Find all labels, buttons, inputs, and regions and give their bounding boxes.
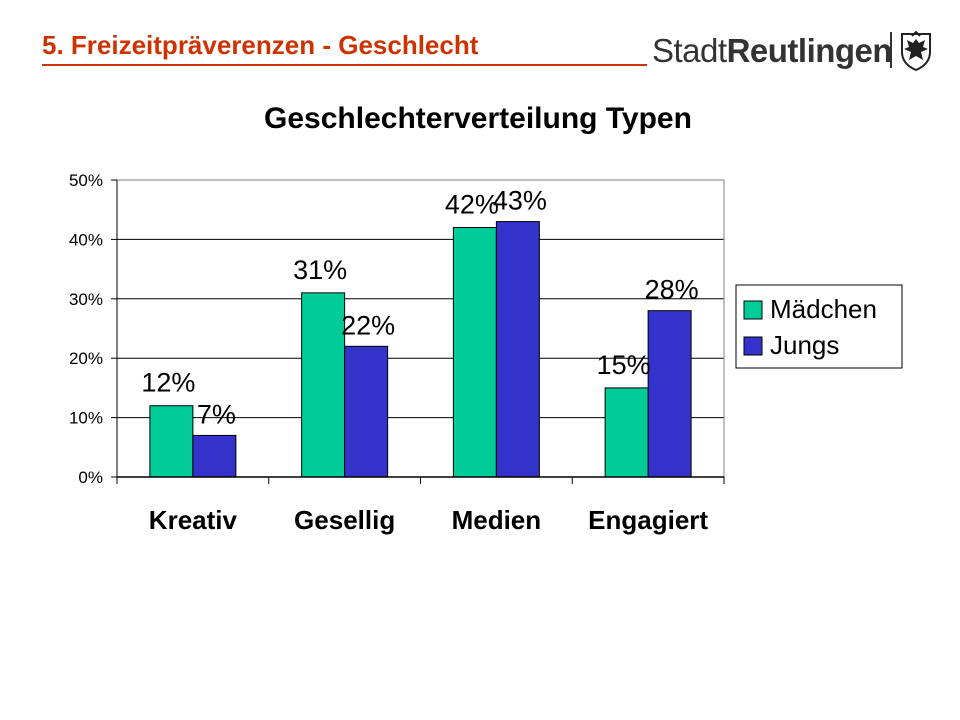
- legend-swatch: [743, 300, 763, 320]
- brand-word-bold: Reutlingen: [726, 32, 893, 69]
- data-label: 28%: [645, 275, 699, 305]
- bar-kreativ-jungs: [192, 434, 237, 478]
- x-category-label: Medien: [452, 505, 542, 535]
- data-label: 7%: [197, 399, 236, 429]
- data-label: 12%: [141, 368, 195, 398]
- legend-box: [735, 284, 903, 369]
- bar-engagiert-maedchen: [604, 387, 649, 478]
- data-label: 22%: [341, 310, 395, 340]
- legend: Mädchen Jungs: [735, 284, 903, 369]
- chart-title: Geschlechterverteilung Typen: [264, 102, 692, 135]
- brand-logo: StadtReutlingen: [652, 30, 952, 74]
- brand-divider: [890, 32, 892, 68]
- data-label: 15%: [597, 350, 651, 380]
- brand-word-light: Stadt: [652, 32, 727, 69]
- bar-medien-maedchen: [452, 227, 497, 478]
- data-label: 31%: [293, 255, 347, 285]
- y-tick-label: 20%: [69, 349, 103, 368]
- bar-kreativ-maedchen: [149, 405, 194, 478]
- legend-swatch: [743, 336, 763, 356]
- x-category-label: Engagiert: [588, 505, 708, 535]
- city-crest-eagle-icon: [901, 30, 931, 72]
- bar-medien-jungs: [495, 221, 540, 478]
- y-tick-label: 30%: [69, 290, 103, 309]
- legend-label: Jungs: [770, 330, 839, 360]
- bar-gesellig-maedchen: [301, 292, 346, 478]
- data-labels: 12%7% 31% 22% 42%43% 15% 28%: [141, 186, 698, 430]
- y-tick-label: 0%: [78, 468, 103, 487]
- y-tick-label: 40%: [69, 230, 103, 249]
- legend-label: Mädchen: [770, 294, 877, 324]
- x-category-label: Gesellig: [294, 505, 395, 535]
- slide-header: 5. Freizeitpräverenzen - Geschlecht Stad…: [0, 0, 960, 80]
- data-label: 43%: [493, 186, 547, 216]
- bars: [149, 221, 692, 478]
- bar-gesellig-jungs: [344, 345, 389, 478]
- x-category-label: Kreativ: [149, 505, 238, 535]
- slide-title: 5. Freizeitpräverenzen - Geschlecht: [42, 30, 479, 60]
- y-tick-label: 50%: [69, 171, 103, 190]
- bar-engagiert-jungs: [647, 310, 692, 478]
- y-tick-label: 10%: [69, 409, 103, 428]
- axes: 0% 10% 20% 30% 40% 50% Kreativ Gesellig Medien En…: [69, 171, 725, 535]
- title-underline: [42, 64, 647, 66]
- brand-wordmark: StadtReutlingen: [652, 32, 893, 70]
- data-label: 42%: [445, 190, 499, 220]
